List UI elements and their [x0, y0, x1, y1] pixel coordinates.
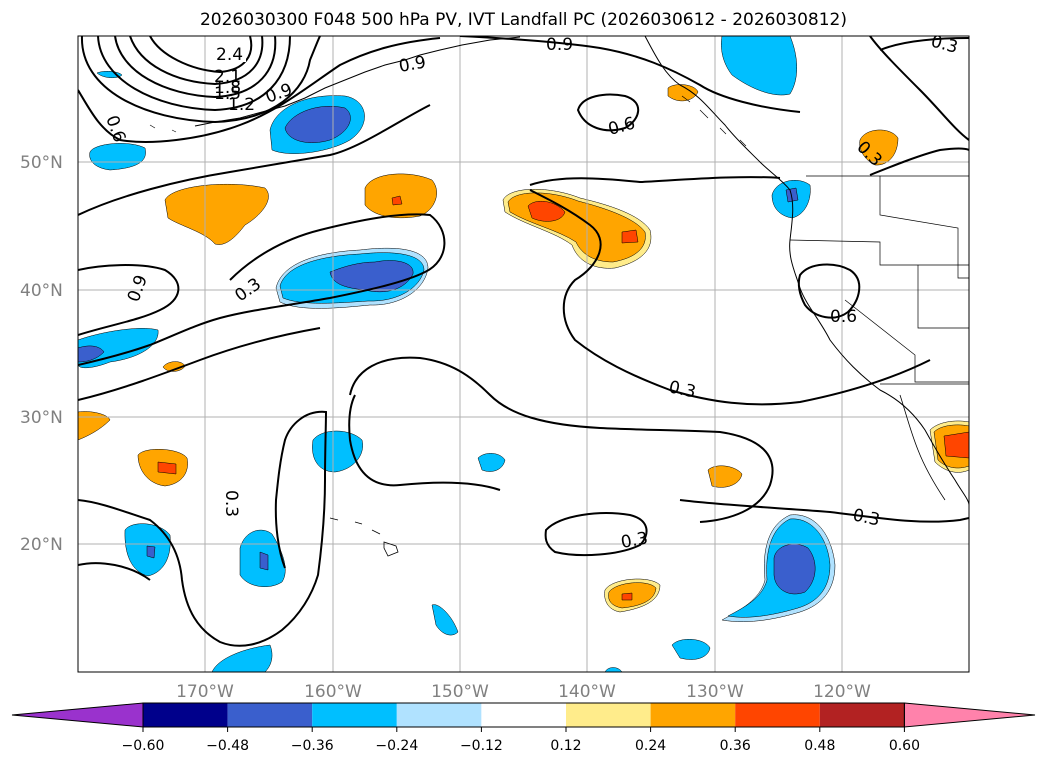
shade-blob [96, 71, 123, 78]
shade-blob [164, 184, 269, 245]
lon-label: 160°W [304, 682, 362, 702]
coastlines [149, 36, 969, 557]
shade-blob [943, 431, 969, 459]
longitude-labels: 170°W 160°W 150°W 140°W 130°W 120°W [176, 682, 871, 702]
shade-blob [146, 545, 156, 559]
shade-blob [364, 173, 437, 219]
lat-label: 30°N [20, 408, 63, 428]
contour-label: 1.2 [228, 95, 255, 115]
map-title: 2026030300 F048 500 hPa PV, IVT Landfall… [199, 10, 847, 30]
colorbar-tick-label: 0.60 [889, 738, 920, 754]
colorbar: −0.60 −0.48 −0.36 −0.24 −0.12 0.12 0.24 0.36 0.4… [11, 702, 1036, 754]
shading-layer [78, 36, 969, 672]
contour-label: 0.6 [830, 307, 857, 327]
contour-label: 2.4 [216, 45, 243, 65]
shade-blob [707, 465, 743, 488]
contour-label: 1.5 [214, 84, 241, 104]
shade-blob [259, 551, 269, 571]
colorbar-tick-label: −0.36 [291, 738, 334, 754]
latitude-labels: 50°N 40°N 30°N 20°N [20, 153, 63, 555]
colorbar-tick-label: −0.48 [206, 738, 249, 754]
shade-blob [621, 592, 633, 601]
lat-label: 20°N [20, 535, 63, 555]
colorbar-segment [566, 703, 651, 727]
colorbar-segment [227, 703, 313, 727]
colorbar-segment [396, 703, 482, 727]
contour-label: 1.8 [214, 78, 241, 98]
colorbar-tick-label: −0.24 [375, 738, 418, 754]
colorbar-tick-label: 0.12 [550, 738, 581, 754]
shade-blob [78, 411, 111, 441]
colorbar-extend-high [903, 702, 1036, 728]
shade-blob [859, 129, 899, 166]
shade-blob [477, 453, 506, 472]
colorbar-tick-label: 0.24 [635, 738, 666, 754]
colorbar-extend-low [11, 702, 144, 728]
pv-contours [78, 36, 969, 647]
colorbar-segment [481, 703, 566, 727]
shade-blob [773, 543, 816, 595]
lon-label: 170°W [176, 682, 234, 702]
lon-label: 130°W [686, 682, 744, 702]
lon-label: 120°W [813, 682, 871, 702]
colorbar-frame [142, 702, 905, 728]
lat-label: 40°N [20, 281, 63, 301]
colorbar-tick-label: −0.60 [122, 738, 165, 754]
shade-blob [157, 461, 177, 475]
colorbar-tick-label: −0.12 [460, 738, 503, 754]
colorbar-tick-label: 0.48 [804, 738, 835, 754]
shade-blob [431, 604, 459, 636]
shade-blob [284, 106, 351, 143]
shade-blob [667, 84, 699, 102]
shade-blob [211, 644, 273, 672]
contour-label: 0.3 [929, 32, 960, 58]
shade-blob [89, 143, 146, 171]
contour-label: 0.3 [619, 529, 649, 553]
contour-label: 0.9 [397, 53, 427, 77]
colorbar-segment [650, 703, 736, 727]
graticule [78, 36, 969, 672]
lat-label: 50°N [20, 153, 63, 173]
shade-blob [527, 200, 566, 222]
contour-label: 0.9 [546, 35, 573, 55]
plot-area [78, 36, 969, 672]
shade-blob [621, 229, 639, 244]
shade-blob [785, 187, 799, 203]
colorbar-tick-label: 0.36 [720, 738, 751, 754]
map-layers: 2.4 2.1 1.8 1.5 1.2 0.9 0.6 0.9 0.3 0.6 … [78, 32, 969, 672]
shade-blob [78, 328, 159, 369]
colorbar-segment [312, 703, 397, 727]
colorbar-segment [819, 703, 905, 727]
shade-blob [78, 345, 105, 363]
contour-label: 0.3 [221, 490, 241, 517]
shade-blob [391, 195, 403, 206]
shade-blob [608, 582, 657, 609]
colorbar-segment [735, 703, 820, 727]
colorbar-segment [143, 703, 228, 727]
lon-label: 150°W [431, 682, 489, 702]
shade-blob [671, 639, 711, 660]
contour-label: 2.1 [214, 67, 241, 87]
lon-label: 140°W [558, 682, 616, 702]
plot-frame [77, 35, 970, 673]
shade-blob [721, 36, 797, 96]
